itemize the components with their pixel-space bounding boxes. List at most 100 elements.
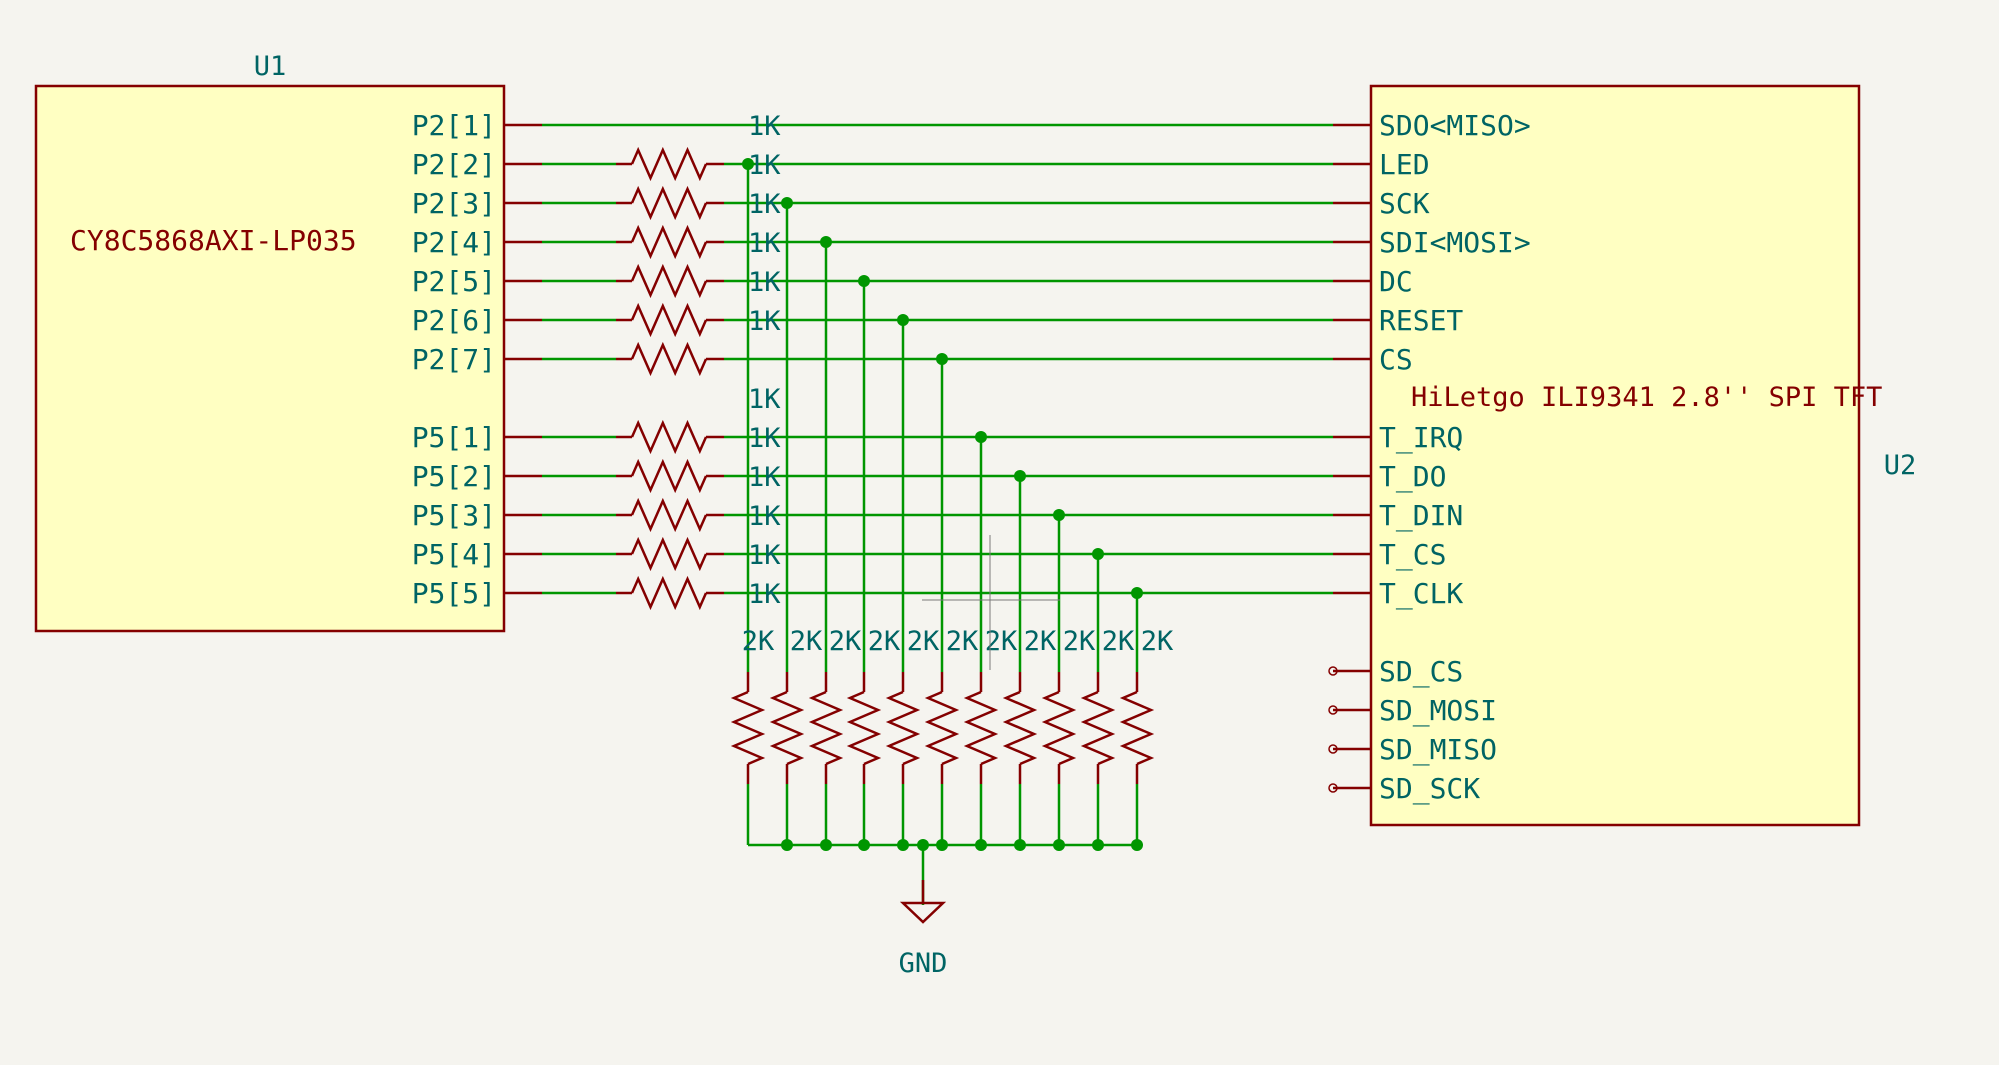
pulldown-resistor-value: 2K — [1024, 626, 1057, 657]
pulldown-resistor-body — [846, 690, 882, 766]
u2-pin-label: T_CLK — [1379, 577, 1463, 611]
u2-pin-label: SD_MISO — [1379, 733, 1497, 767]
series-resistor-value: 1K — [748, 501, 781, 532]
u1-pin-label: P2[6] — [412, 304, 496, 337]
pulldown-resistor-body — [1080, 690, 1116, 766]
u2-pin-label: SD_MOSI — [1379, 694, 1497, 728]
pulldown-resistor-body — [1002, 690, 1038, 766]
pulldown-resistor-value: 2K — [829, 626, 862, 657]
u1-pin-label: P2[5] — [412, 265, 496, 298]
u1-pin-label: P2[1] — [412, 109, 496, 142]
gnd-symbol[interactable]: GND — [899, 845, 948, 979]
junction-dot — [1092, 548, 1104, 560]
u1-pin-label: P5[5] — [412, 577, 496, 610]
u1-component[interactable]: U1 CY8C5868AXI-LP035 P2[1] P2[2] P2[3] P2[4… — [34, 51, 542, 633]
series-resistor-value: 1K — [748, 111, 781, 142]
series-resistor-body — [630, 302, 708, 338]
u1-pin-label: P5[3] — [412, 499, 496, 532]
series-resistor-value: 1K — [748, 462, 781, 493]
series-resistor-value: 1K — [748, 306, 781, 337]
series-resistor-value: 1K — [748, 579, 781, 610]
series-resistor-body — [630, 185, 708, 221]
u2-no-connect-marker — [1328, 705, 1338, 715]
pulldown-resistor-body — [808, 690, 844, 766]
u2-pin-label: CS — [1379, 343, 1413, 376]
gnd-label: GND — [899, 948, 948, 979]
u2-pin-label: LED — [1379, 148, 1430, 181]
u1-pin-label: P5[4] — [412, 538, 496, 571]
junction-dot — [1014, 839, 1026, 851]
u1-pin-label: P2[3] — [412, 187, 496, 220]
series-resistor-body — [630, 224, 708, 260]
u1-pin-label: P2[4] — [412, 226, 496, 259]
junction-dot — [1053, 839, 1065, 851]
u2-pin-label: T_CS — [1379, 538, 1446, 572]
u1-pin-label: P5[1] — [412, 421, 496, 454]
pulldown-resistor-value: 2K — [742, 626, 775, 657]
u2-reference: U2 — [1884, 450, 1917, 481]
wires — [542, 123, 1333, 847]
pulldown-resistor-body — [730, 690, 766, 766]
u2-pin-label: RESET — [1379, 304, 1463, 337]
u2-value: HiLetgo ILI9341 2.8'' SPI TFT — [1411, 382, 1882, 413]
junction-dot — [975, 431, 987, 443]
u2-no-connect-marker — [1328, 783, 1338, 793]
junction-dot — [781, 197, 793, 209]
junctions — [742, 158, 1143, 851]
series-resistor-body — [630, 497, 708, 533]
series-resistor-value: 1K — [748, 267, 781, 298]
pulldown-resistor-body — [963, 690, 999, 766]
series-resistor-body — [630, 458, 708, 494]
u2-pin-label: SCK — [1379, 187, 1430, 220]
pulldown-resistor-body — [769, 690, 805, 766]
pulldown-resistor-body — [885, 690, 921, 766]
u2-no-connect-marker — [1328, 666, 1338, 676]
junction-dot — [897, 314, 909, 326]
series-resistor-value: 1K — [748, 540, 781, 571]
junction-dot — [820, 839, 832, 851]
pulldown-resistor-value: 2K — [790, 626, 823, 657]
pulldown-resistor-value: 2K — [946, 626, 979, 657]
pulldown-resistor-body — [1041, 690, 1077, 766]
pulldown-resistor-value: 2K — [907, 626, 940, 657]
series-resistor-value: 1K — [748, 228, 781, 259]
u1-value: CY8C5868AXI-LP035 — [70, 224, 357, 257]
u2-pin-label: SDI<MOSI> — [1379, 226, 1531, 259]
pulldown-resistor-body — [924, 690, 960, 766]
u2-pin-label: SD_SCK — [1379, 772, 1480, 806]
junction-dot — [897, 839, 909, 851]
u2-pin-label: T_IRQ — [1379, 421, 1463, 455]
u2-no-connect-marker — [1328, 744, 1338, 754]
u1-reference: U1 — [254, 51, 287, 82]
junction-dot — [858, 839, 870, 851]
junction-dot — [1053, 509, 1065, 521]
series-resistor-body — [630, 263, 708, 299]
junction-dot — [742, 158, 754, 170]
series-resistor-body — [630, 341, 708, 377]
junction-dot — [1092, 839, 1104, 851]
junction-dot — [936, 839, 948, 851]
pulldown-resistor-value: 2K — [1102, 626, 1135, 657]
u2-pins: SDO<MISO> LED SCK SDI<MOSI> DC RESET CS T_IRQ T_… — [1328, 109, 1531, 806]
u2-pin-label: T_DIN — [1379, 499, 1463, 533]
u2-pin-label: T_DO — [1379, 460, 1446, 494]
series-resistor-value: 1K — [748, 189, 781, 220]
junction-dot — [1014, 470, 1026, 482]
junction-dot — [781, 839, 793, 851]
pulldown-resistor-value: 2K — [1063, 626, 1096, 657]
cursor-crosshair — [922, 535, 1060, 670]
pulldown-resistors: 2K 2K 2K 2K 2K 2K 2K 2K 2K 2K 2K — [730, 626, 1174, 784]
junction-dot — [1131, 839, 1143, 851]
junction-dot — [820, 236, 832, 248]
junction-dot — [936, 353, 948, 365]
series-resistor-value: 1K — [748, 384, 781, 415]
u2-component[interactable]: U2 HiLetgo ILI9341 2.8'' SPI TFT SDO<MIS… — [1328, 84, 1917, 827]
u2-pin-label: SDO<MISO> — [1379, 109, 1531, 142]
u1-pin-label: P2[7] — [412, 343, 496, 376]
pulldown-resistor-value: 2K — [868, 626, 901, 657]
series-resistor-body — [630, 419, 708, 455]
pulldown-resistor-body — [1119, 690, 1155, 766]
series-resistor-value: 1K — [748, 423, 781, 454]
